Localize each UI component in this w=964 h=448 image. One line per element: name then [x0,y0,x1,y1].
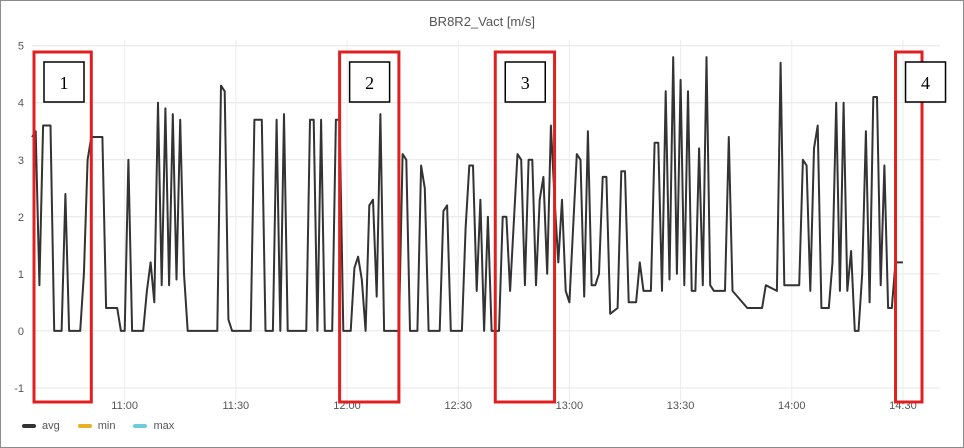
annotation-label-1: 1 [60,73,69,93]
legend-label-min: min [97,420,116,432]
x-tick-label-5: 13:30 [667,400,695,412]
annotation-box-2 [338,50,401,404]
legend-item-avg[interactable]: avg [22,420,60,432]
x-tick-label-4: 13:00 [556,400,584,412]
y-tick-label-0: 5 [18,41,24,53]
x-tick-label-3: 12:30 [444,400,472,412]
annotation-box-3 [493,50,557,404]
x-tick-label-1: 11:30 [222,400,249,412]
y-tick-label-1: 4 [18,98,24,110]
legend: avg min max [22,420,174,432]
legend-swatch-min [77,424,92,428]
chart-title: BR8R2_Vact [m/s] [429,14,535,29]
y-tick-label-6: -1 [14,383,24,395]
y-tick-label-2: 3 [18,155,24,167]
annotation-label-box-4 [904,61,947,103]
annotation-box-4 [894,50,924,404]
annotation-box-1 [32,50,93,404]
legend-label-max: max [153,420,175,432]
annotation-label-2: 2 [365,73,374,93]
series-line-avg [31,56,903,332]
annotation-label-box-1 [43,61,85,103]
legend-item-min[interactable]: min [77,420,116,432]
legend-swatch-avg [22,424,36,428]
annotation-label-box-2 [348,61,391,103]
x-tick-label-6: 14:00 [778,400,806,412]
y-tick-label-3: 2 [18,212,24,224]
x-tick-label-0: 11:00 [111,400,138,412]
annotation-label-box-3 [504,61,547,103]
y-tick-label-4: 1 [18,269,24,281]
legend-item-max[interactable]: max [133,420,174,432]
y-tick-label-5: 0 [18,326,24,338]
legend-label-avg: avg [42,420,60,432]
annotation-label-3: 3 [521,73,530,93]
legend-swatch-max [133,424,148,428]
annotation-label-4: 4 [921,73,930,93]
